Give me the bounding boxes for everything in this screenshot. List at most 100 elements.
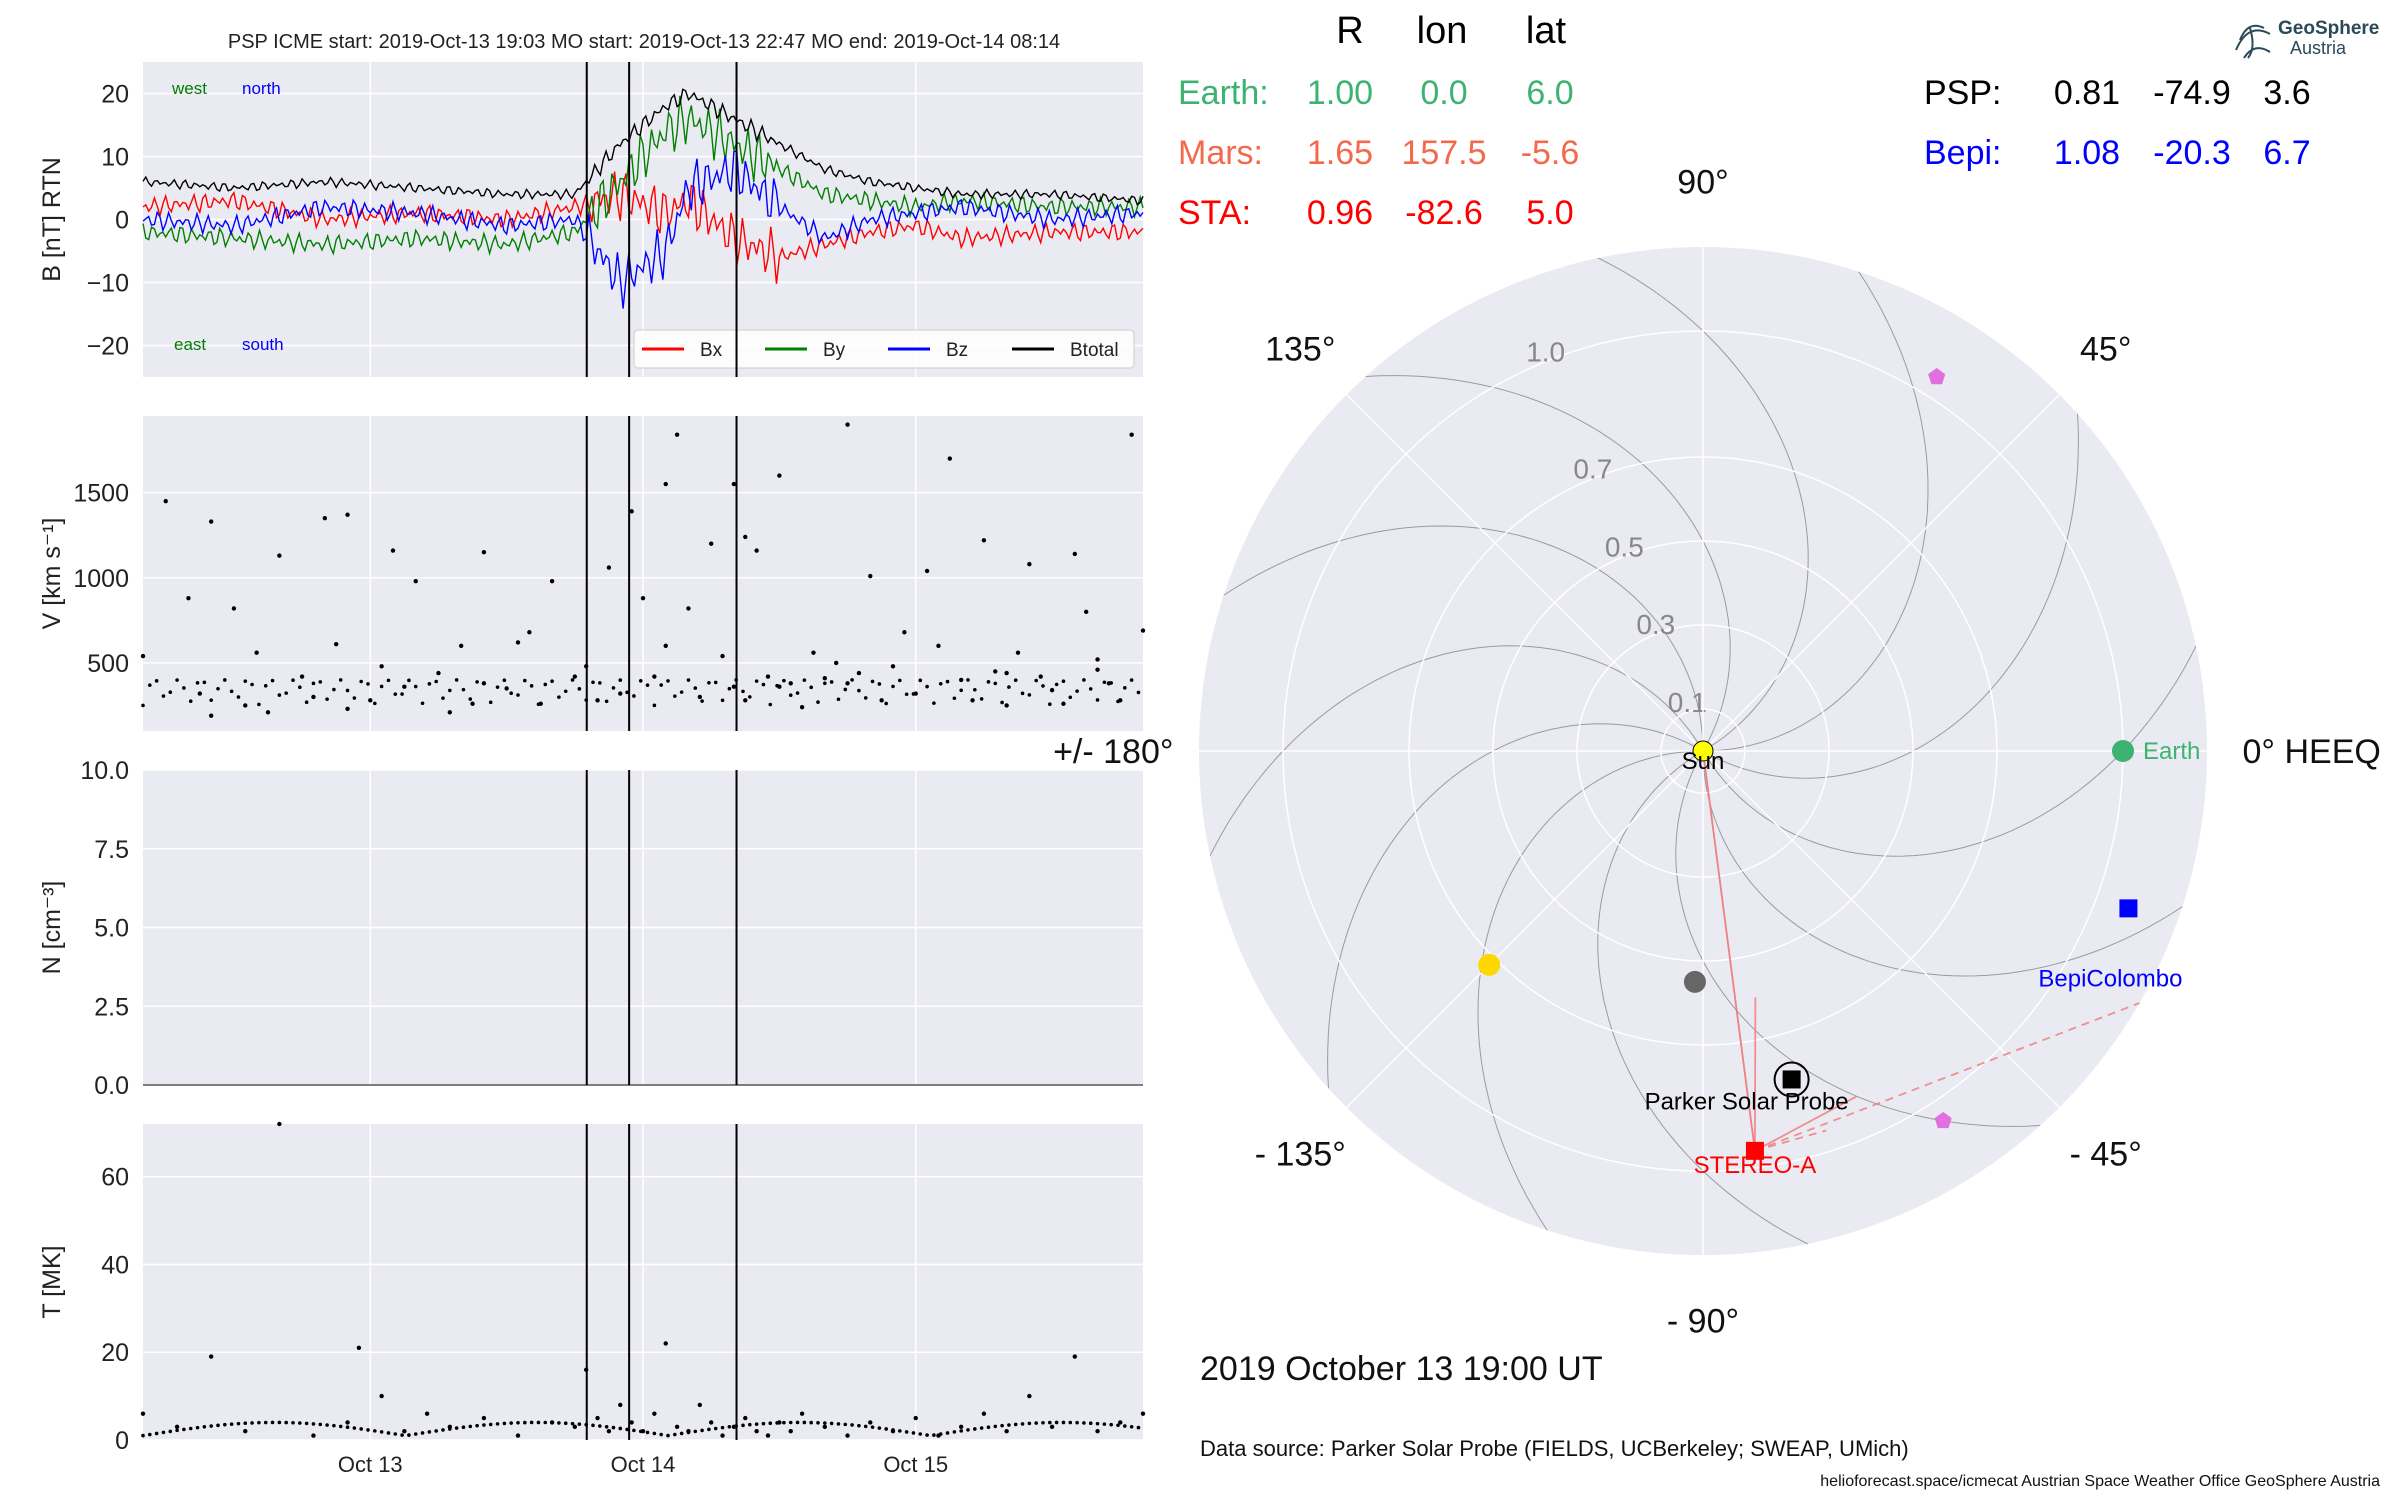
data-point	[379, 1430, 384, 1434]
data-point	[284, 1420, 288, 1425]
y-tick-label: 20	[101, 81, 129, 109]
body-marker	[2119, 899, 2138, 918]
data-point	[850, 1423, 854, 1427]
data-point	[913, 1415, 918, 1421]
data-point	[175, 1428, 179, 1433]
body-label: STEREO-A	[1694, 1152, 1817, 1179]
data-point	[379, 684, 384, 689]
data-point	[1048, 702, 1052, 706]
data-point	[527, 630, 532, 635]
data-point	[304, 1421, 309, 1426]
data-point	[754, 679, 759, 683]
spiral-line	[1702, 750, 2205, 977]
data-point	[504, 686, 509, 691]
data-point	[720, 1425, 725, 1430]
data-point	[311, 1433, 316, 1438]
data-point	[981, 1411, 987, 1416]
data-point	[140, 653, 146, 659]
data-point	[720, 698, 725, 703]
data-point	[368, 698, 373, 703]
data-point	[918, 678, 923, 683]
data-point	[591, 680, 595, 685]
data-point	[924, 568, 930, 574]
data-point	[640, 595, 646, 601]
data-point	[595, 1415, 600, 1421]
data-point	[981, 538, 987, 543]
data-point	[1095, 667, 1100, 672]
data-point	[1075, 1420, 1079, 1425]
data-point	[373, 1429, 377, 1433]
density-panel: 10.0 7.5 5.0 2.5 0.0 N [cm⁻³]	[38, 757, 1143, 1100]
data-point	[263, 683, 268, 688]
data-point	[707, 680, 711, 685]
data-point	[161, 1430, 166, 1435]
table-row-name: STA:	[1178, 194, 1251, 232]
figure-title: PSP ICME start: 2019-Oct-13 19:03 MO sta…	[228, 31, 1060, 53]
angle-label: 135°	[1265, 330, 1335, 368]
data-point	[1129, 1424, 1134, 1429]
data-point	[1034, 678, 1038, 683]
data-point	[298, 1421, 302, 1425]
table-row-lat: 6.7	[2263, 134, 2310, 172]
data-point	[857, 1423, 861, 1428]
data-point	[488, 1422, 493, 1427]
data-point	[333, 641, 339, 647]
data-point	[863, 1424, 868, 1429]
data-point	[802, 678, 807, 682]
data-point	[679, 1431, 684, 1436]
spiral-line	[1675, 750, 2068, 1127]
data-point	[1004, 1429, 1009, 1434]
data-point	[788, 693, 793, 698]
data-point	[182, 686, 186, 690]
data-point	[202, 680, 207, 685]
data-point	[823, 1421, 827, 1425]
data-point	[947, 456, 953, 461]
data-point	[979, 697, 984, 701]
data-point	[270, 678, 275, 683]
data-point	[1102, 680, 1107, 685]
data-point	[1015, 650, 1021, 655]
data-point	[345, 512, 350, 517]
data-point	[829, 1421, 834, 1426]
logo-mark-icon	[2235, 24, 2271, 59]
data-point	[1068, 695, 1073, 700]
data-point	[174, 1424, 180, 1430]
data-point	[257, 702, 261, 707]
data-point	[570, 1421, 575, 1426]
data-point	[379, 664, 384, 669]
body-label: Parker Solar Probe	[1645, 1088, 1849, 1115]
table-row-lon: -82.6	[1405, 194, 1483, 232]
data-point	[543, 1420, 548, 1425]
data-point	[754, 548, 759, 553]
data-point	[366, 1428, 370, 1432]
data-point	[1082, 678, 1086, 682]
y-tick-label: 40	[101, 1251, 129, 1279]
data-point	[788, 1429, 793, 1434]
data-point	[632, 694, 636, 698]
data-point	[1118, 1420, 1123, 1425]
geosphere-logo: GeoSphere Austria	[2235, 18, 2379, 59]
data-point	[229, 1422, 234, 1426]
data-point	[618, 678, 623, 682]
data-point	[577, 687, 582, 691]
data-point	[606, 565, 612, 570]
data-point	[1061, 679, 1066, 684]
data-point	[857, 688, 861, 693]
table-row-lon: 0.0	[1420, 74, 1467, 112]
series-line-Bx	[142, 171, 1144, 284]
data-point	[911, 1431, 916, 1435]
data-point	[332, 687, 336, 692]
data-point	[707, 1427, 711, 1432]
data-point	[208, 1354, 214, 1359]
data-point	[427, 682, 432, 686]
data-point	[223, 1422, 227, 1427]
data-point	[236, 1421, 241, 1426]
data-point	[979, 1426, 984, 1430]
data-point	[836, 1422, 841, 1426]
series-line-Btotal	[142, 88, 1144, 206]
data-point	[845, 681, 850, 686]
data-point	[868, 573, 873, 579]
data-point	[761, 1421, 766, 1426]
data-point	[291, 1420, 295, 1425]
data-point	[1013, 678, 1018, 683]
